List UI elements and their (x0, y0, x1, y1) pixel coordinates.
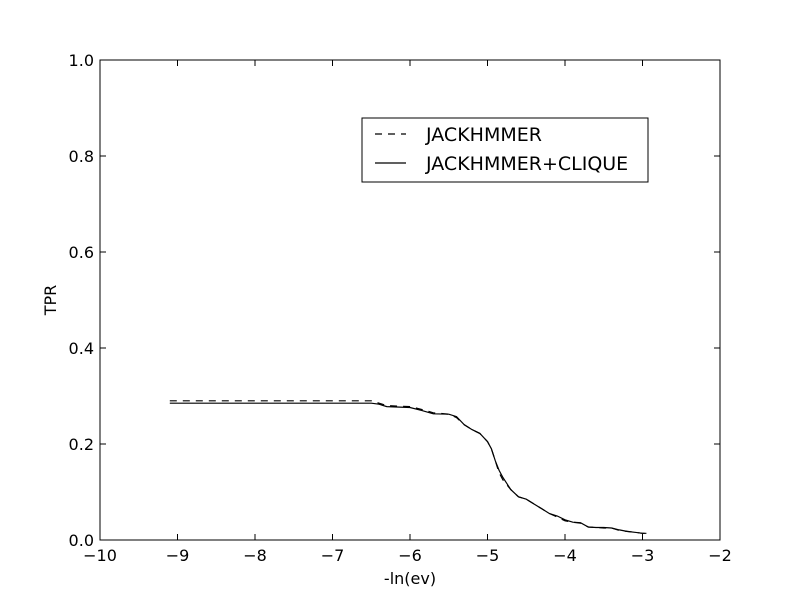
y-tick-label: 1.0 (69, 51, 94, 70)
legend-entry-jackhmmer-clique: JACKHMMER+CLIQUE (425, 153, 628, 175)
y-tick-label: 0.2 (69, 435, 94, 454)
legend: JACKHMMER JACKHMMER+CLIQUE (361, 117, 649, 183)
x-tick-label: −3 (631, 546, 655, 565)
x-tick-label: −10 (83, 546, 117, 565)
axis-ticks: −10 −9 −8 −7 −6 −5 −4 −3 −2 0.0 0.2 0.4 0.6 0.8 1.0 (69, 51, 732, 565)
x-tick-label: −6 (398, 546, 422, 565)
y-tick-label: 0.8 (69, 147, 94, 166)
plot-area (169, 400, 647, 534)
x-axis-label: -ln(ev) (384, 569, 436, 588)
x-tick-label: −8 (243, 546, 267, 565)
legend-entry-jackhmmer: JACKHMMER (425, 124, 542, 146)
legend-box (361, 117, 649, 183)
x-tick-label: −2 (708, 546, 732, 565)
y-tick-label: 0.0 (69, 531, 94, 550)
y-tick-label: 0.4 (69, 339, 94, 358)
x-tick-label: −7 (321, 546, 345, 565)
series-line-jackhmmer-clique (169, 402, 647, 534)
y-axis-label: TPR (41, 285, 60, 317)
y-tick-label: 0.6 (69, 243, 94, 262)
x-tick-label: −9 (166, 546, 190, 565)
x-tick-label: −4 (553, 546, 577, 565)
x-tick-label: −5 (476, 546, 500, 565)
